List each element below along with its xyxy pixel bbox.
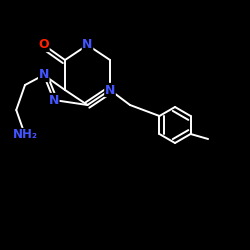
Text: N: N	[48, 94, 59, 106]
Text: O: O	[38, 38, 49, 52]
Text: NH₂: NH₂	[12, 128, 38, 141]
Text: N: N	[105, 84, 115, 96]
Text: N: N	[38, 68, 49, 82]
Text: N: N	[82, 38, 93, 52]
